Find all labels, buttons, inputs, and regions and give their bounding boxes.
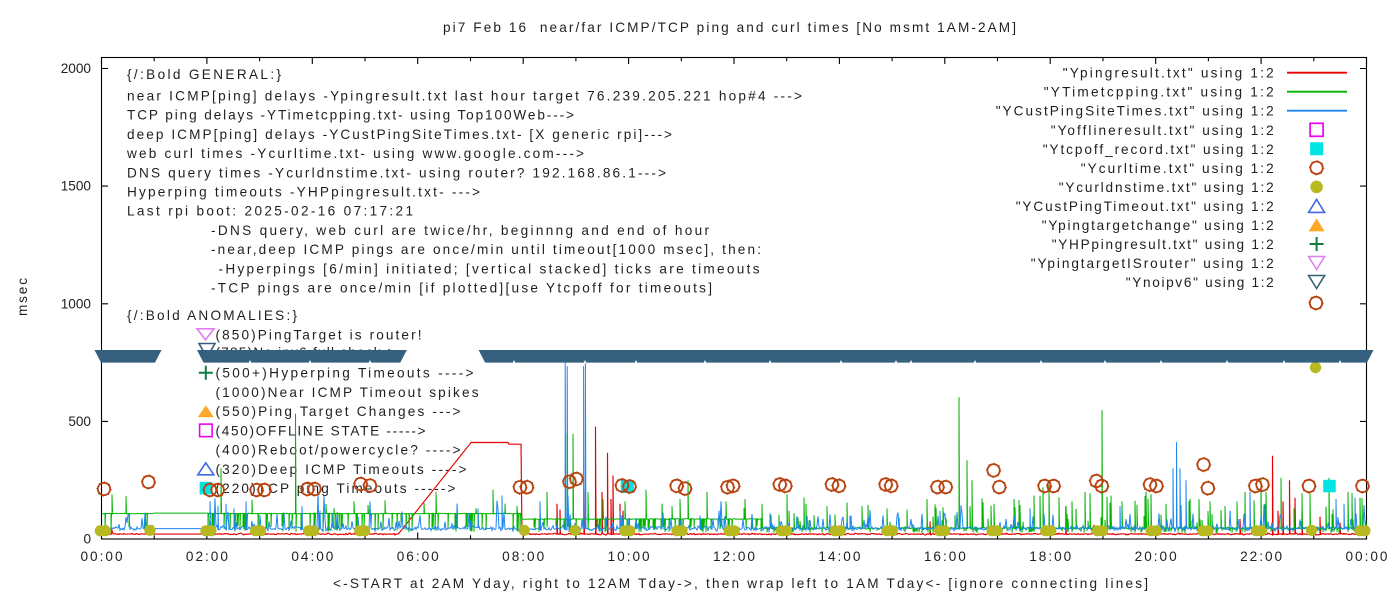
svg-text:0: 0 xyxy=(83,532,91,547)
svg-text:-near,deep ICMP pings are once: -near,deep ICMP pings are once/min until… xyxy=(211,242,761,257)
svg-text:Last rpi boot: 2025-02-16 07:1: Last rpi boot: 2025-02-16 07:17:21 xyxy=(127,204,413,219)
svg-text:"YCustPingTimeout.txt" using 1: "YCustPingTimeout.txt" using 1:2 xyxy=(1016,199,1274,214)
svg-text:(1000)Near ICMP Timeout spikes: (1000)Near ICMP Timeout spikes xyxy=(216,385,479,400)
svg-text:22:00: 22:00 xyxy=(1240,549,1282,564)
svg-text:1500: 1500 xyxy=(61,179,92,194)
svg-text:"Ypingtargetchange" using 1:2: "Ypingtargetchange" using 1:2 xyxy=(1042,218,1274,233)
svg-text:08:00: 08:00 xyxy=(502,549,544,564)
svg-text:12:00: 12:00 xyxy=(713,549,755,564)
svg-text:500: 500 xyxy=(68,414,91,429)
svg-text:"YHPpingresult.txt" using 1:2: "YHPpingresult.txt" using 1:2 xyxy=(1052,237,1274,252)
svg-text:02:00: 02:00 xyxy=(186,549,228,564)
svg-text:msec: msec xyxy=(15,278,30,316)
svg-text:(450)OFFLINE STATE ----->: (450)OFFLINE STATE -----> xyxy=(216,423,426,438)
svg-text:"Ynoipv6" using 1:2: "Ynoipv6" using 1:2 xyxy=(1126,275,1274,290)
svg-text:(320)Deep ICMP Timeouts ---->: (320)Deep ICMP Timeouts ----> xyxy=(216,462,467,477)
svg-text:{/:Bold ANOMALIES:}: {/:Bold ANOMALIES:} xyxy=(127,308,297,323)
svg-text:web curl times -Ycurltime.txt-: web curl times -Ycurltime.txt- using www… xyxy=(126,146,584,161)
svg-text:TCP ping delays -YTimetcpping.: TCP ping delays -YTimetcpping.txt- using… xyxy=(127,108,574,123)
svg-text:(220)TCP ping Timeouts ----->: (220)TCP ping Timeouts -----> xyxy=(216,481,456,496)
svg-text:"YpingtargetISrouter" using 1:: "YpingtargetISrouter" using 1:2 xyxy=(1031,256,1274,271)
svg-text:(500+)Hyperping Timeouts ---->: (500+)Hyperping Timeouts ----> xyxy=(216,366,474,381)
svg-text:near ICMP[ping] delays -Ypingr: near ICMP[ping] delays -Ypingresult.txt … xyxy=(127,89,802,104)
svg-text:"Ycurltime.txt" using 1:2: "Ycurltime.txt" using 1:2 xyxy=(1081,161,1274,176)
svg-text:-DNS query, web curl are twice: -DNS query, web curl are twice/hr, begin… xyxy=(211,223,709,238)
svg-text:"Ytcpoff_record.txt" using 1:2: "Ytcpoff_record.txt" using 1:2 xyxy=(1043,142,1274,157)
svg-text:1000: 1000 xyxy=(61,296,92,311)
svg-text:10:00: 10:00 xyxy=(608,549,650,564)
svg-text:<-START at 2AM Yday, right to: <-START at 2AM Yday, right to 12AM Tday-… xyxy=(333,576,1148,591)
svg-text:"YCustPingSiteTimes.txt" using: "YCustPingSiteTimes.txt" using 1:2 xyxy=(996,104,1274,119)
svg-text:-TCP pings are once/min [if pl: -TCP pings are once/min [if plotted][use… xyxy=(211,281,712,296)
svg-text:(550)Ping Target Changes --->: (550)Ping Target Changes ---> xyxy=(216,404,461,419)
svg-text:16:00: 16:00 xyxy=(924,549,966,564)
svg-text:"Ycurldnstime.txt" using 1:2: "Ycurldnstime.txt" using 1:2 xyxy=(1059,180,1274,195)
svg-text:20:00: 20:00 xyxy=(1135,549,1177,564)
svg-text:(850)PingTarget is router!: (850)PingTarget is router! xyxy=(216,327,422,342)
svg-text:04:00: 04:00 xyxy=(291,549,333,564)
svg-text:"Ypingresult.txt" using 1:2: "Ypingresult.txt" using 1:2 xyxy=(1063,66,1274,81)
svg-text:2000: 2000 xyxy=(61,61,92,76)
svg-text:06:00: 06:00 xyxy=(397,549,439,564)
svg-text:00:00: 00:00 xyxy=(1345,549,1387,564)
svg-text:14:00: 14:00 xyxy=(818,549,860,564)
svg-text:deep ICMP[ping] delays -YCustP: deep ICMP[ping] delays -YCustPingSiteTim… xyxy=(127,127,672,142)
svg-text:18:00: 18:00 xyxy=(1029,549,1071,564)
svg-text:Hyperping timeouts -YHPpingres: Hyperping timeouts -YHPpingresult.txt- -… xyxy=(127,185,480,200)
svg-text:00:00: 00:00 xyxy=(81,549,123,564)
